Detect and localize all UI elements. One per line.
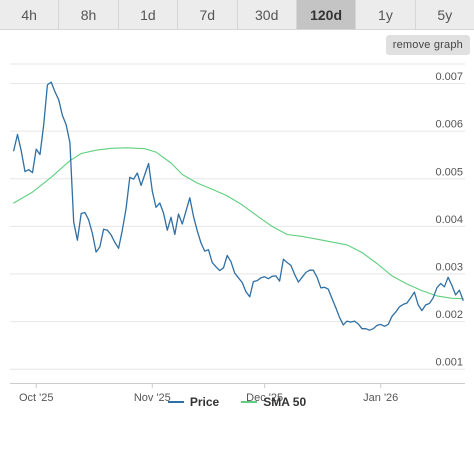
legend-item-sma-50[interactable]: SMA 50 <box>241 395 306 409</box>
y-tick-label: 0.002 <box>435 309 463 321</box>
legend-swatch-price <box>167 401 184 403</box>
range-tab-5y[interactable]: 5y <box>415 0 474 30</box>
y-tick-label: 0.006 <box>435 119 463 131</box>
range-tab-120d[interactable]: 120d <box>296 0 357 30</box>
range-tab-1d[interactable]: 1d <box>118 0 179 30</box>
y-tick-label: 0.007 <box>435 71 463 83</box>
legend-label-sma-50: SMA 50 <box>263 395 307 409</box>
range-tab-1y[interactable]: 1y <box>356 0 416 30</box>
price-line <box>13 81 464 331</box>
x-tick-label: Oct '25 <box>19 392 54 404</box>
range-tab-4h[interactable]: 4h <box>0 0 60 30</box>
range-tabs: 4h 8h 1d 7d 30d 120d 1y 5y <box>0 0 474 30</box>
sma-50-line <box>13 147 464 300</box>
legend-swatch-sma-50 <box>241 401 258 403</box>
x-tick-label: Jan '26 <box>363 392 398 404</box>
range-tab-30d[interactable]: 30d <box>237 0 297 30</box>
legend-item-price[interactable]: Price <box>167 395 220 409</box>
x-tick-label: Nov '25 <box>134 392 171 404</box>
y-tick-label: 0.003 <box>435 261 463 273</box>
y-tick-label: 0.004 <box>435 214 463 226</box>
chart-legend: Price SMA 50 <box>0 392 474 412</box>
legend-label-price: Price <box>189 395 220 409</box>
range-tab-8h[interactable]: 8h <box>59 0 119 30</box>
remove-graph-button[interactable]: remove graph <box>385 35 470 55</box>
y-tick-label: 0.005 <box>435 166 463 178</box>
y-tick-label: 0.001 <box>435 357 463 369</box>
range-tab-7d[interactable]: 7d <box>178 0 238 30</box>
